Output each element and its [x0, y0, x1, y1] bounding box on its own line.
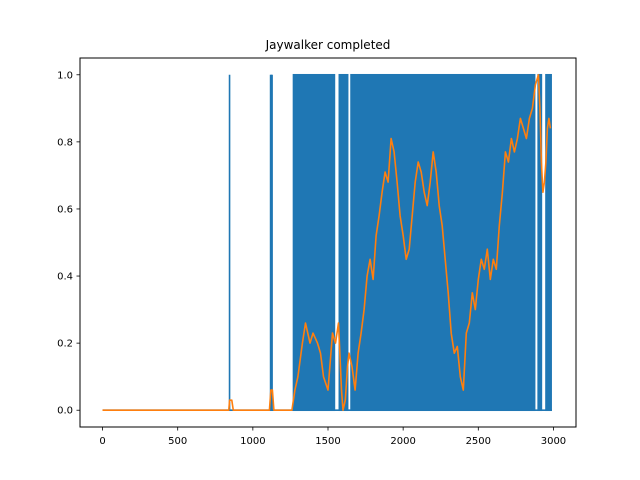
series-layer — [102, 73, 552, 412]
dense-region-0 — [292, 73, 336, 412]
y-tick-label-3: 0.6 — [57, 204, 73, 215]
x-tick-label-2: 1000 — [240, 436, 265, 447]
x-tick-label-4: 2000 — [390, 436, 415, 447]
x-tick-label-0: 0 — [99, 436, 105, 447]
axes-layer: 0 500 1000 1500 2000 2500 3000 0.0 0.2 0.4 0.6 0.8 1… — [57, 57, 577, 447]
y-tick-label-2: 0.4 — [57, 272, 73, 283]
x-tick-label-1: 500 — [168, 436, 187, 447]
dense-region-1 — [338, 73, 349, 412]
x-tick-label-3: 1500 — [315, 436, 340, 447]
y-tick-label-0: 0.0 — [57, 406, 73, 417]
series-2-line — [102, 74, 552, 412]
y-tick-label-1: 0.2 — [57, 339, 73, 350]
dense-region-4 — [545, 73, 552, 412]
x-tick-label-6: 3000 — [541, 436, 566, 447]
dense-region-2 — [350, 73, 536, 412]
chart-title: Jaywalker completed — [265, 38, 391, 52]
x-tick-label-5: 2500 — [466, 436, 491, 447]
y-tick-label-5: 1.0 — [57, 70, 73, 81]
y-tick-label-4: 0.8 — [57, 137, 73, 148]
dense-region-3 — [537, 73, 543, 412]
